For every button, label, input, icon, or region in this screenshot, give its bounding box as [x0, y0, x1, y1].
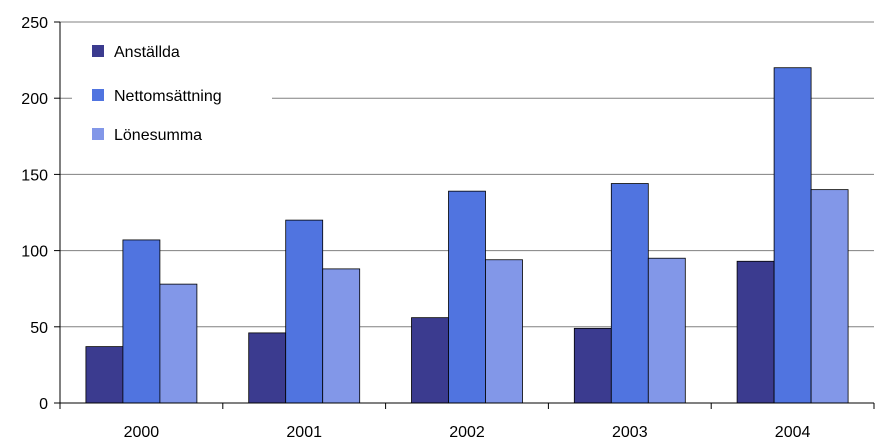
y-tick-label-250: 250	[21, 15, 48, 32]
legend: Anställda Nettomsättning Lönesumma	[72, 32, 272, 156]
bar-2004-series-1	[773, 67, 812, 404]
x-tick-label-2003: 2003	[612, 424, 648, 441]
bar-2000-series-1	[122, 239, 161, 404]
bar-2004-series-0	[736, 260, 775, 404]
bar-2001-series-1	[285, 219, 324, 404]
legend-swatch-lonesumma	[92, 128, 104, 140]
legend-background	[72, 32, 272, 156]
y-tick-label-100: 100	[21, 244, 48, 261]
legend-swatch-anstallda	[92, 45, 104, 57]
bar-2000-series-0	[85, 346, 124, 404]
x-tick-label-2002: 2002	[449, 424, 485, 441]
bar-2000-series-2	[159, 283, 198, 404]
y-tick-label-50: 50	[30, 320, 48, 337]
bar-2002-series-1	[448, 190, 486, 404]
bar-2001-series-0	[248, 332, 287, 404]
x-tick-label-2000: 2000	[124, 424, 160, 441]
y-tick-label-200: 200	[21, 91, 48, 108]
y-tick-labels: 0 50 100 150 200 250	[21, 15, 48, 413]
axes	[54, 21, 875, 409]
bar-2003-series-1	[610, 183, 649, 404]
bar-2002-series-0	[411, 317, 449, 404]
x-tick-labels: 2000 2001 2002 2003 2004	[124, 424, 811, 441]
bars	[85, 67, 849, 404]
bar-2003-series-2	[647, 257, 686, 404]
bar-2002-series-2	[485, 259, 523, 404]
bar-2001-series-2	[322, 268, 361, 404]
legend-swatch-nettomsattning	[92, 89, 104, 101]
legend-label-lonesumma: Lönesumma	[114, 127, 202, 144]
x-tick-label-2004: 2004	[775, 424, 811, 441]
legend-label-anstallda: Anställda	[114, 44, 180, 61]
x-tick-label-2001: 2001	[286, 424, 322, 441]
y-tick-label-150: 150	[21, 167, 48, 184]
y-tick-label-0: 0	[39, 396, 48, 413]
bar-2003-series-0	[573, 327, 612, 404]
legend-label-nettomsattning: Nettomsättning	[114, 88, 222, 105]
bar-2004-series-2	[810, 189, 849, 404]
